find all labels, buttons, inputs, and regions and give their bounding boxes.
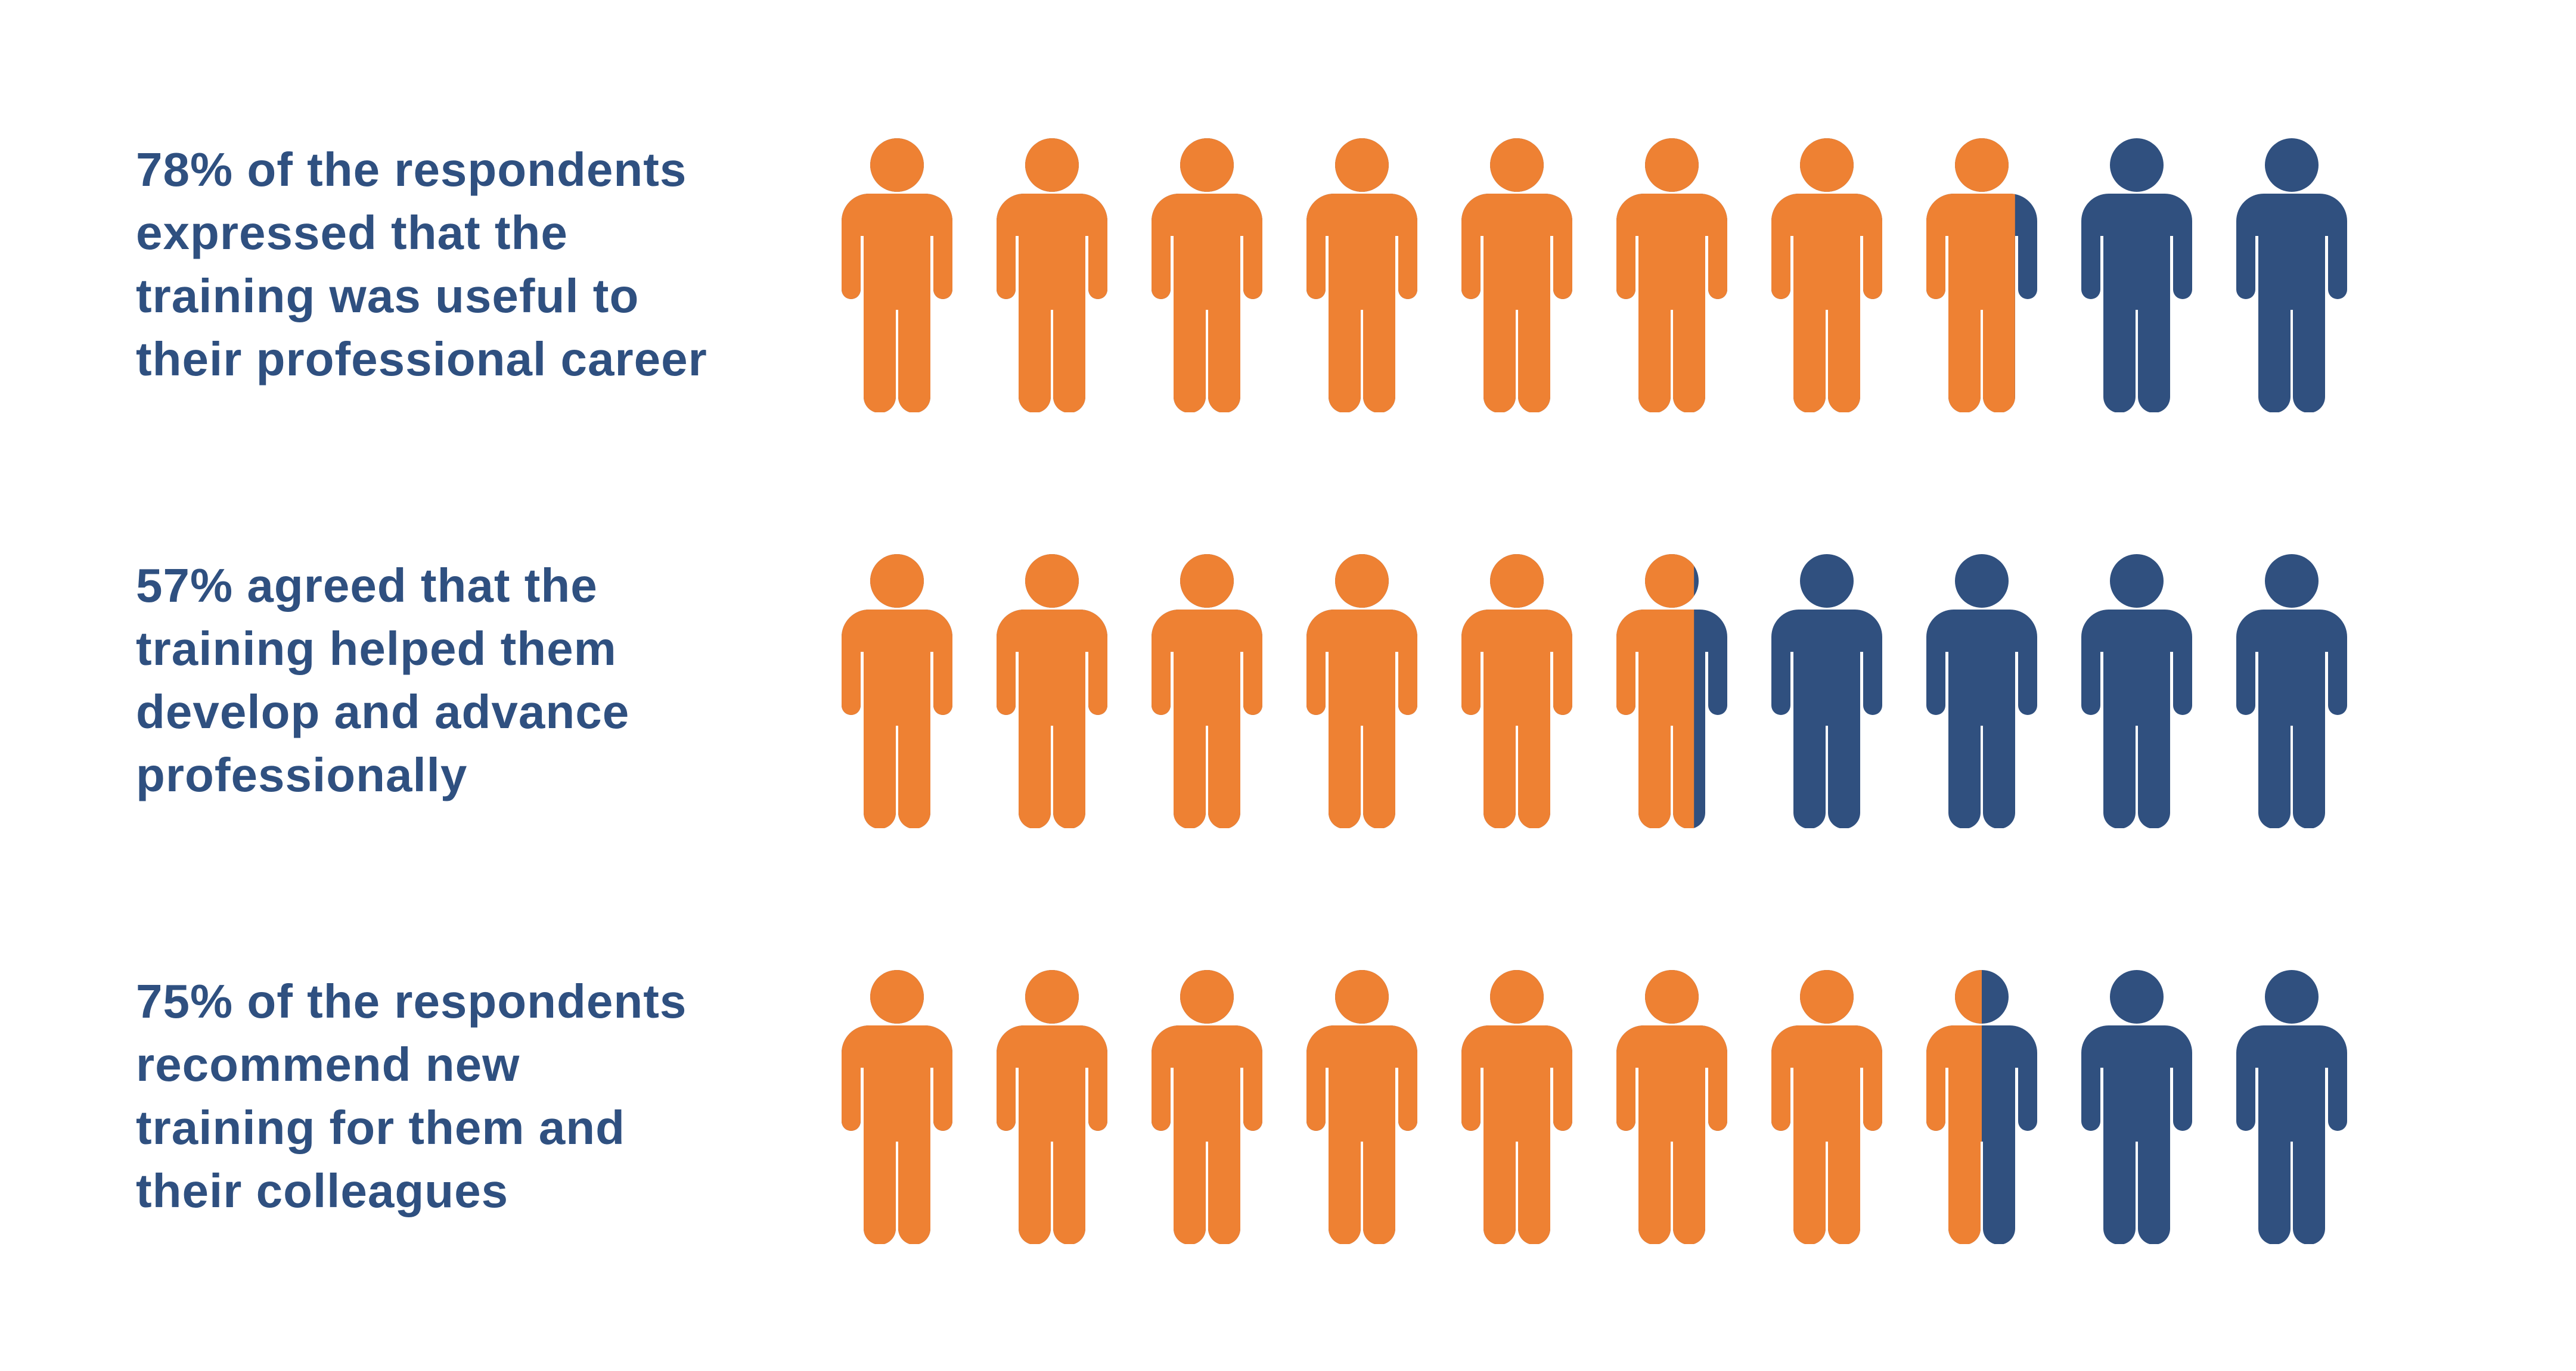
person-icon bbox=[1771, 970, 1882, 1244]
person-icon bbox=[997, 138, 1107, 412]
person-icon-filled bbox=[1152, 970, 1262, 1244]
person-icon-filled bbox=[842, 970, 952, 1244]
person-icon bbox=[2081, 970, 2192, 1244]
person-icon bbox=[1461, 970, 1572, 1244]
person-icon-unfilled bbox=[2236, 138, 2347, 412]
person-icon-filled bbox=[1461, 970, 1572, 1244]
stat-line: develop and advance bbox=[136, 685, 630, 738]
stat-row: 78% of the respondents expressed that th… bbox=[0, 138, 2576, 448]
stat-description: 57% agreed that the training helped them… bbox=[136, 554, 839, 807]
person-icon bbox=[1771, 138, 1882, 412]
person-icon bbox=[842, 970, 952, 1244]
person-icon bbox=[842, 138, 952, 412]
person-icon-filled bbox=[1152, 138, 1262, 412]
person-icon-filled bbox=[1306, 138, 1417, 412]
person-icon-row bbox=[834, 138, 2384, 424]
stat-line: 57% agreed that the bbox=[136, 559, 598, 612]
person-icon bbox=[997, 970, 1107, 1244]
person-icon bbox=[2236, 970, 2347, 1244]
person-icon bbox=[1616, 554, 1727, 828]
person-icon bbox=[1616, 138, 1727, 412]
person-icon-unfilled bbox=[2081, 554, 2192, 828]
person-icon bbox=[2236, 138, 2347, 412]
person-icon-filled bbox=[842, 554, 952, 828]
person-icon-unfilled bbox=[2236, 970, 2347, 1244]
stat-description: 75% of the respondents recommend new tra… bbox=[136, 970, 839, 1223]
person-icon bbox=[1771, 554, 1882, 828]
person-icon-unfilled bbox=[2081, 138, 2192, 412]
person-icon-unfilled bbox=[1771, 554, 1882, 828]
person-icon-unfilled bbox=[1926, 554, 2037, 828]
person-icon bbox=[2081, 554, 2192, 828]
person-icon-unfilled bbox=[2236, 554, 2347, 828]
person-icon bbox=[1152, 138, 1262, 412]
person-icon bbox=[1926, 970, 2037, 1244]
stat-line: 78% of the respondents bbox=[136, 143, 687, 196]
person-icon bbox=[2236, 554, 2347, 828]
person-icon bbox=[1616, 970, 1727, 1244]
stat-line: recommend new bbox=[136, 1038, 520, 1091]
person-icon-filled bbox=[1616, 138, 1727, 412]
person-icon-filled bbox=[1616, 970, 1727, 1244]
person-icon bbox=[1926, 138, 2037, 412]
stat-line: their professional career bbox=[136, 332, 707, 386]
person-icon-filled bbox=[1306, 970, 1417, 1244]
person-icon-filled bbox=[997, 970, 1107, 1244]
stat-row: 57% agreed that the training helped them… bbox=[0, 554, 2576, 864]
person-icon-filled bbox=[1771, 138, 1882, 412]
person-icon bbox=[997, 554, 1107, 828]
person-icon bbox=[842, 554, 952, 828]
person-icon bbox=[1152, 554, 1262, 828]
person-icon-filled bbox=[1926, 138, 2015, 412]
person-icon-row bbox=[834, 970, 2384, 1256]
person-icon bbox=[1306, 554, 1417, 828]
stat-row: 75% of the respondents recommend new tra… bbox=[0, 970, 2576, 1280]
person-icon bbox=[2081, 138, 2192, 412]
stat-line: training was useful to bbox=[136, 269, 640, 322]
person-icon-filled bbox=[997, 554, 1107, 828]
person-icon-filled bbox=[1461, 554, 1572, 828]
person-icon-filled bbox=[1926, 970, 1982, 1244]
person-icon bbox=[1461, 554, 1572, 828]
person-icon bbox=[1306, 970, 1417, 1244]
stat-line: expressed that the bbox=[136, 206, 568, 259]
person-icon-unfilled bbox=[2081, 970, 2192, 1244]
person-icon bbox=[1306, 138, 1417, 412]
person-icon-filled bbox=[1616, 554, 1694, 828]
person-icon bbox=[1461, 138, 1572, 412]
person-icon bbox=[1152, 970, 1262, 1244]
person-icon-filled bbox=[842, 138, 952, 412]
person-icon-filled bbox=[1152, 554, 1262, 828]
person-icon-filled bbox=[1461, 138, 1572, 412]
person-icon bbox=[1926, 554, 2037, 828]
person-icon-filled bbox=[1771, 970, 1882, 1244]
stat-line: 75% of the respondents bbox=[136, 975, 687, 1028]
stat-line: their colleagues bbox=[136, 1164, 509, 1217]
stat-description: 78% of the respondents expressed that th… bbox=[136, 138, 839, 391]
stat-line: professionally bbox=[136, 748, 468, 801]
stat-line: training helped them bbox=[136, 622, 617, 675]
person-icon-filled bbox=[1306, 554, 1417, 828]
person-icon-row bbox=[834, 554, 2384, 840]
person-icon-filled bbox=[997, 138, 1107, 412]
stat-line: training for them and bbox=[136, 1101, 625, 1154]
